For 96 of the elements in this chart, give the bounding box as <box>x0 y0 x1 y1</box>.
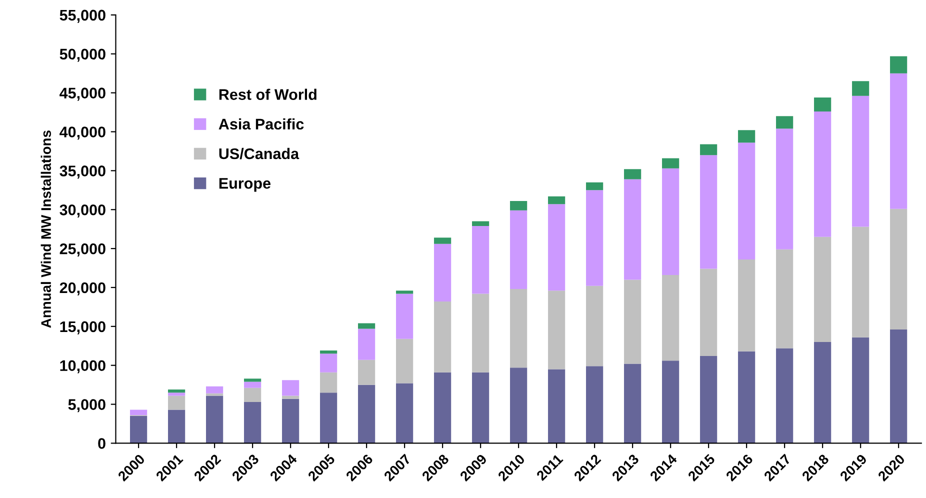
bar <box>776 348 794 444</box>
bar <box>776 128 794 250</box>
bar <box>700 268 718 356</box>
bar <box>852 226 870 338</box>
bar <box>472 226 490 294</box>
bar <box>244 388 262 402</box>
bar <box>662 168 680 276</box>
bar <box>814 236 832 342</box>
y-tick-label: 45,000 <box>60 88 106 101</box>
bar <box>396 338 414 384</box>
bar <box>320 354 338 372</box>
bar <box>776 249 794 348</box>
y-tick-label: 25,000 <box>60 243 106 256</box>
bar <box>624 280 642 364</box>
bar <box>624 364 642 444</box>
bar <box>852 96 870 227</box>
y-tick-label: 0 <box>98 438 106 449</box>
bar <box>320 350 338 354</box>
bar <box>548 196 566 204</box>
bar <box>206 396 224 444</box>
bar <box>168 410 186 444</box>
bar <box>434 372 452 444</box>
legend-label: Rest of World <box>219 88 316 100</box>
bar <box>852 81 870 96</box>
y-tick-label: 5,000 <box>68 399 106 412</box>
bar <box>396 294 414 339</box>
bar <box>700 155 718 269</box>
bar <box>282 380 300 396</box>
bar <box>890 73 908 209</box>
bar <box>168 396 186 410</box>
legend-label: US/Canada <box>219 148 300 160</box>
bar <box>434 302 452 372</box>
bar <box>548 204 566 291</box>
bar <box>586 286 604 366</box>
bar <box>738 351 756 444</box>
bar <box>548 369 566 444</box>
bar <box>282 398 300 444</box>
bar <box>814 112 832 237</box>
bar <box>130 416 148 444</box>
y-tick-label: 20,000 <box>60 282 106 296</box>
bar <box>282 396 300 399</box>
bar <box>814 342 832 444</box>
bar <box>358 323 376 329</box>
bar <box>434 244 452 302</box>
y-tick-label: 15,000 <box>60 321 106 334</box>
bar <box>434 238 452 244</box>
bar <box>586 190 604 286</box>
bar <box>548 290 566 370</box>
bar <box>510 289 528 368</box>
bar <box>510 201 528 210</box>
y-tick-label: 35,000 <box>60 166 106 179</box>
y-tick-label: 40,000 <box>60 126 106 140</box>
bar <box>624 169 642 180</box>
bar <box>890 56 908 74</box>
bar <box>320 372 338 393</box>
bar <box>244 378 262 382</box>
bar <box>358 328 376 360</box>
bar <box>890 208 908 330</box>
legend-label: Asia Pacific <box>218 118 304 130</box>
bar <box>662 360 680 444</box>
bar <box>168 389 186 393</box>
bar <box>700 144 718 156</box>
bar <box>662 158 680 168</box>
y-tick-label: 30,000 <box>60 204 106 218</box>
bar <box>890 330 908 444</box>
bar <box>244 382 262 388</box>
bar <box>586 366 604 444</box>
y-axis-title: Annual Wind MW Installations <box>40 130 52 328</box>
bar <box>472 294 490 372</box>
bar <box>586 182 604 190</box>
bar <box>776 116 794 129</box>
bar <box>738 259 756 352</box>
bar <box>814 97 832 112</box>
bar <box>472 221 490 226</box>
bar <box>852 337 870 444</box>
y-tick-label: 55,000 <box>60 10 106 23</box>
bar <box>396 290 414 294</box>
y-tick-label: 50,000 <box>60 48 106 62</box>
bar <box>396 383 414 444</box>
bar <box>510 368 528 444</box>
bar <box>738 130 756 143</box>
legend-label: Europe <box>219 178 270 192</box>
y-tick-label: 10,000 <box>60 360 106 374</box>
bar <box>738 142 756 260</box>
bar <box>244 402 262 444</box>
bar <box>206 386 224 394</box>
bar <box>358 360 376 385</box>
bar <box>168 392 186 396</box>
bar <box>662 275 680 361</box>
bar <box>358 384 376 444</box>
bar <box>510 210 528 290</box>
bar <box>700 356 718 444</box>
bar <box>320 392 338 444</box>
bar <box>624 179 642 280</box>
bar <box>130 410 148 416</box>
bar <box>472 372 490 444</box>
